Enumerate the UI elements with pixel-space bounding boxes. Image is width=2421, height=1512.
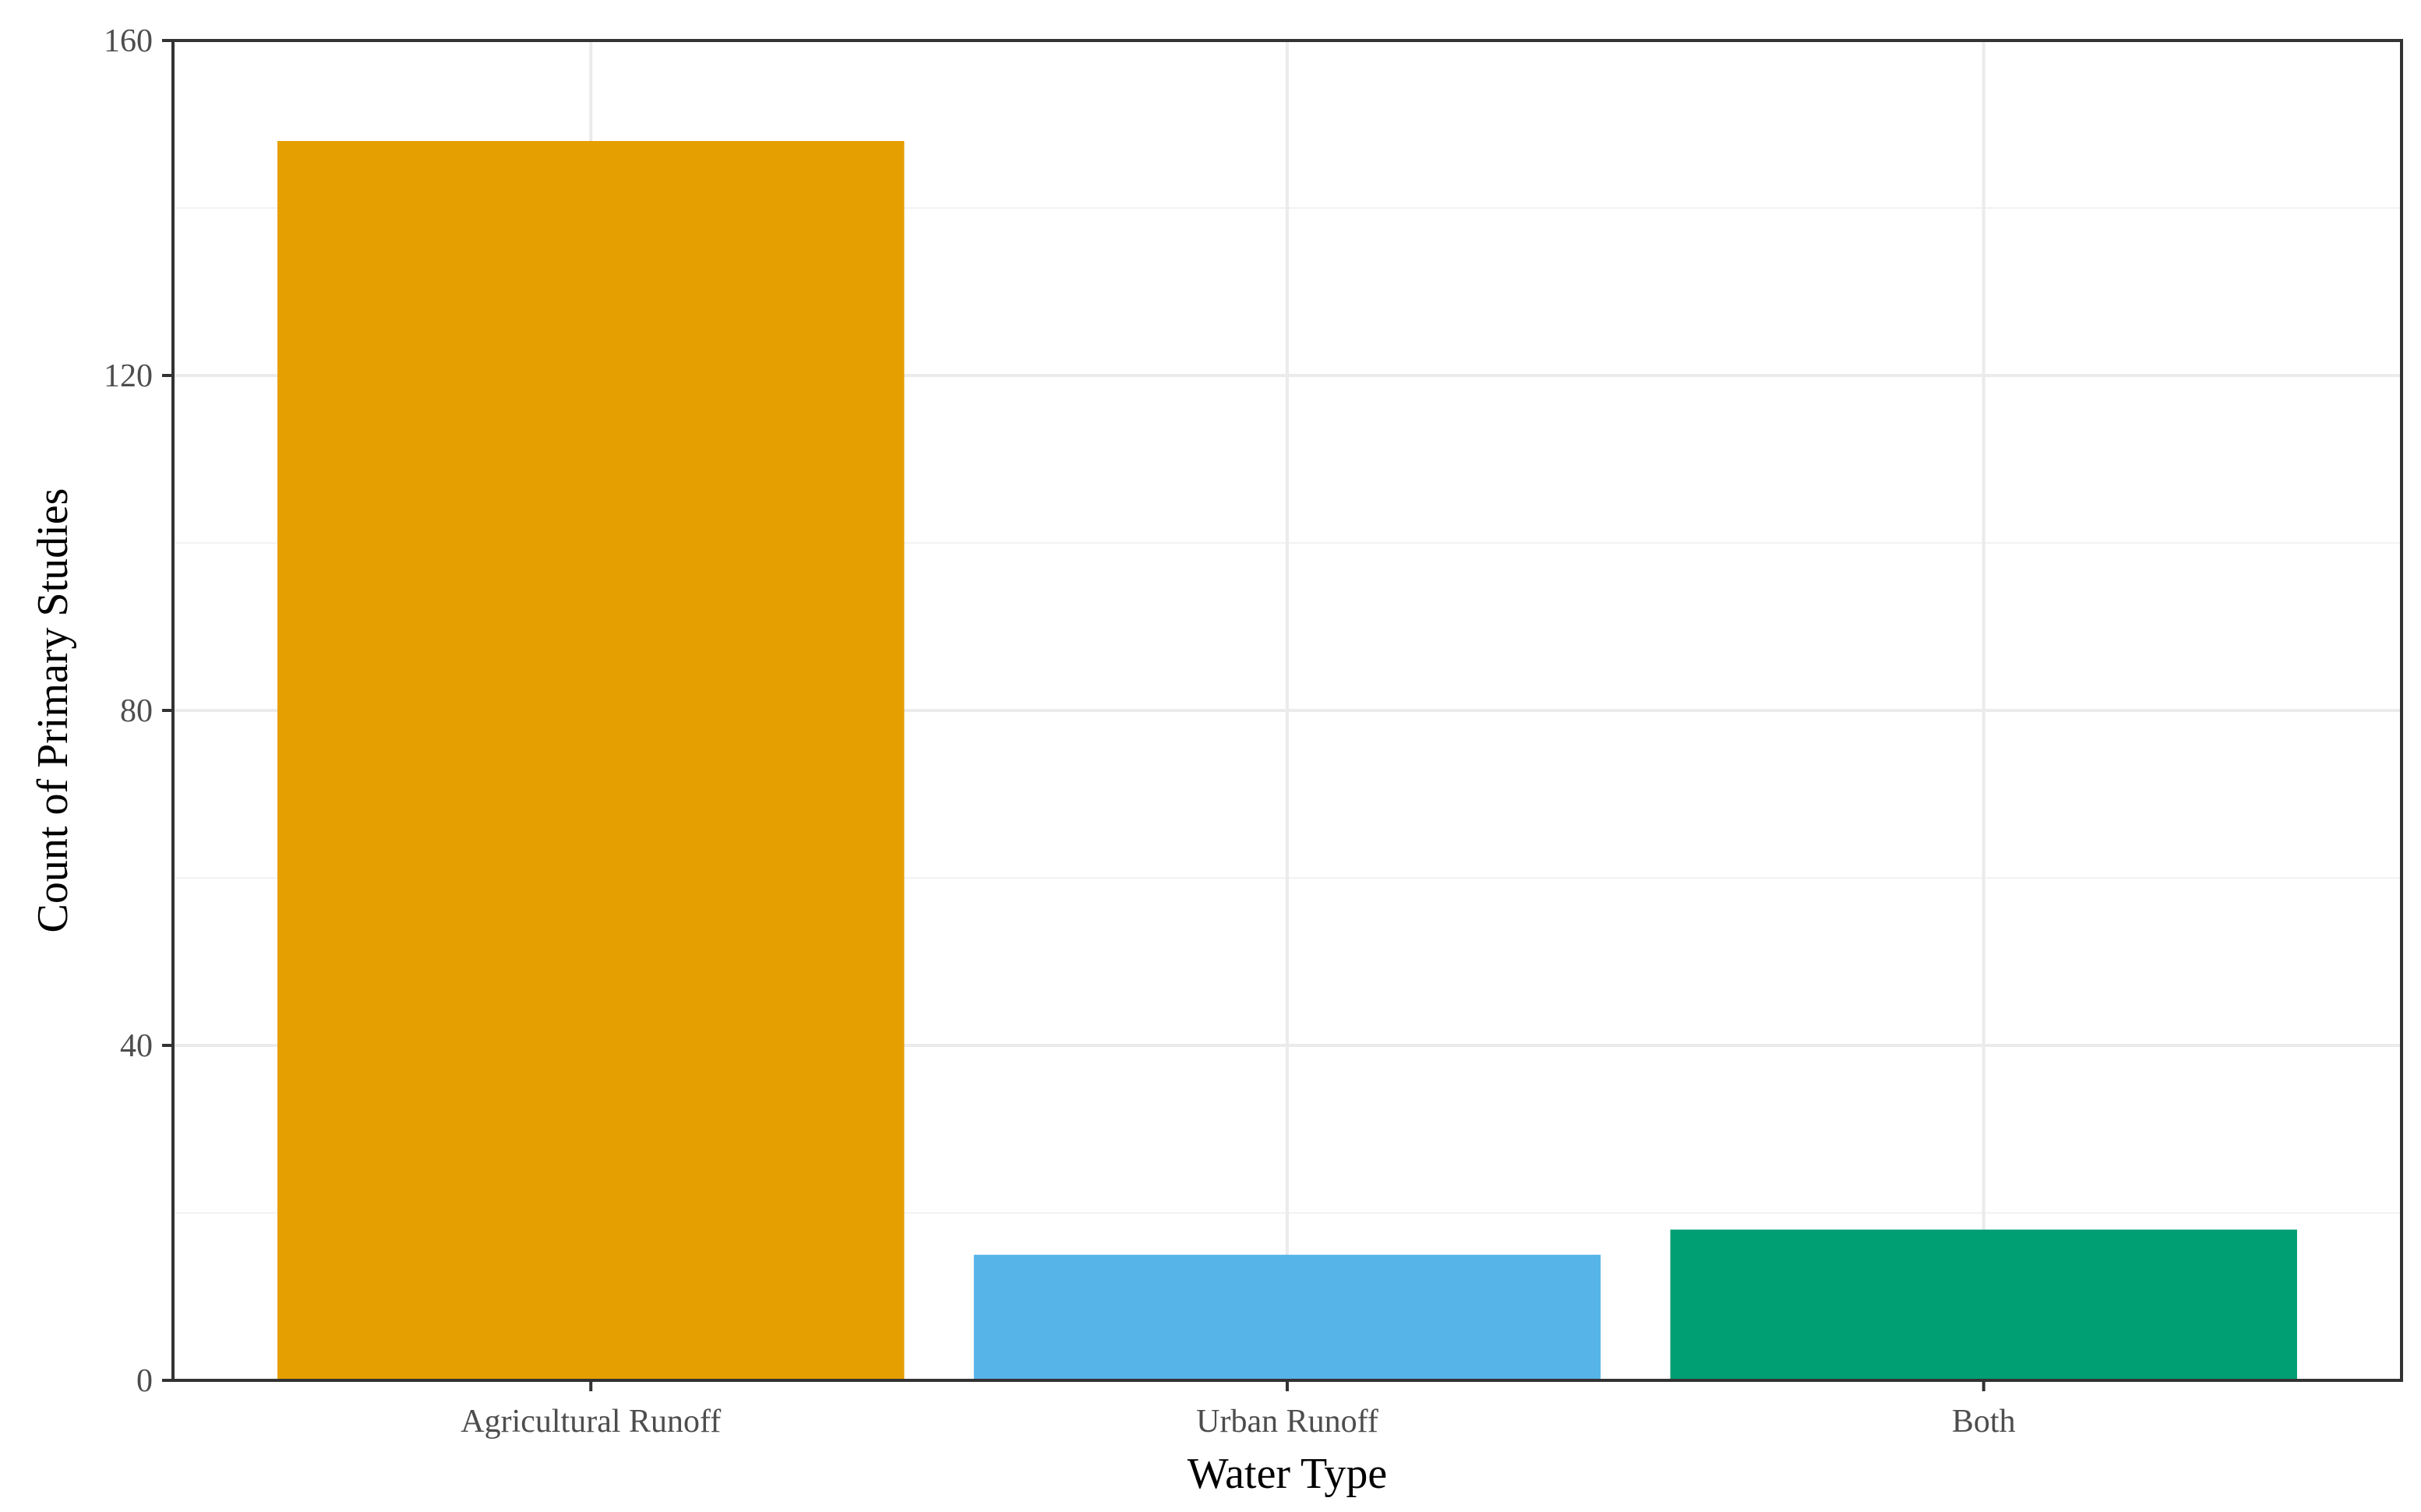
bar-agricultural-runoff	[277, 141, 905, 1380]
x-tick-label: Both	[1952, 1404, 2016, 1440]
bars	[277, 141, 2297, 1380]
x-axis-title: Water Type	[1188, 1450, 1387, 1498]
y-tick-label: 160	[104, 23, 153, 59]
y-tick-label: 0	[136, 1363, 153, 1399]
y-tick-label: 120	[104, 358, 153, 394]
bar-both	[1670, 1229, 2297, 1380]
y-tick-label: 40	[120, 1028, 153, 1064]
x-tick-label: Agricultural Runoff	[461, 1404, 721, 1440]
y-axis-title: Count of Primary Studies	[29, 488, 77, 933]
y-tick-label: 80	[120, 693, 153, 729]
tick-labels: 0 40 80 120 160 Agricultural Runoff Urban Runo…	[104, 23, 2016, 1440]
axis-ticks	[162, 39, 1985, 1391]
bar-urban-runoff	[973, 1254, 1601, 1380]
x-tick-label: Urban Runoff	[1196, 1404, 1378, 1440]
